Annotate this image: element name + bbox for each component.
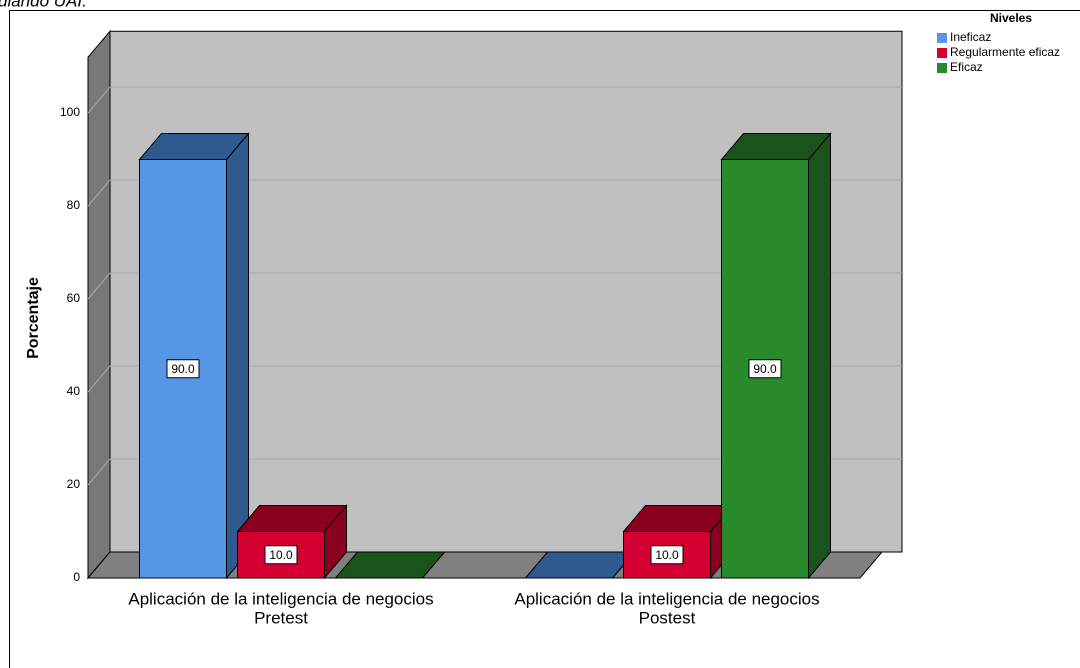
grid-line xyxy=(87,458,111,486)
value-label: 90.0 xyxy=(753,362,777,376)
bar-side xyxy=(808,132,831,580)
y-axis-label: Porcentaje xyxy=(25,277,42,359)
plot-area xyxy=(86,29,903,580)
top-text: diando UAI. xyxy=(0,0,87,10)
y-tick-label: 100 xyxy=(60,105,80,119)
y-tick-label: 60 xyxy=(67,291,81,305)
legend-swatch xyxy=(937,48,947,58)
value-label-box xyxy=(264,545,298,565)
x-tick-label: Aplicación de la inteligencia de negocio… xyxy=(514,589,819,608)
left-wall xyxy=(87,29,111,580)
value-label: 10.0 xyxy=(655,548,679,562)
x-tick-label: Pretest xyxy=(254,608,308,627)
legend-label: Ineficaz xyxy=(950,30,991,44)
grid-line xyxy=(87,272,111,300)
y-tick-label: 20 xyxy=(67,477,81,491)
value-label-box xyxy=(166,359,200,379)
x-tick-label: Aplicación de la inteligencia de negocio… xyxy=(128,589,433,608)
legend-label: Eficaz xyxy=(950,60,983,74)
y-tick-label: 0 xyxy=(73,570,80,584)
bar-side xyxy=(226,132,249,580)
legend-swatch xyxy=(937,33,947,43)
x-tick-label: Postest xyxy=(639,608,696,627)
value-label: 10.0 xyxy=(269,548,293,562)
grid-line xyxy=(87,365,111,393)
value-label-box xyxy=(748,359,782,379)
y-tick-label: 80 xyxy=(67,198,81,212)
chart-frame xyxy=(9,10,1080,668)
value-label-box xyxy=(650,545,684,565)
legend-label: Regularmente eficaz xyxy=(950,45,1060,59)
grid-line xyxy=(87,86,111,114)
legend-swatch xyxy=(937,63,947,73)
legend-title: Niveles xyxy=(990,11,1032,25)
y-tick-label: 40 xyxy=(67,384,81,398)
value-label: 90.0 xyxy=(171,362,195,376)
grid-line xyxy=(87,179,111,207)
bar-top xyxy=(334,551,446,579)
